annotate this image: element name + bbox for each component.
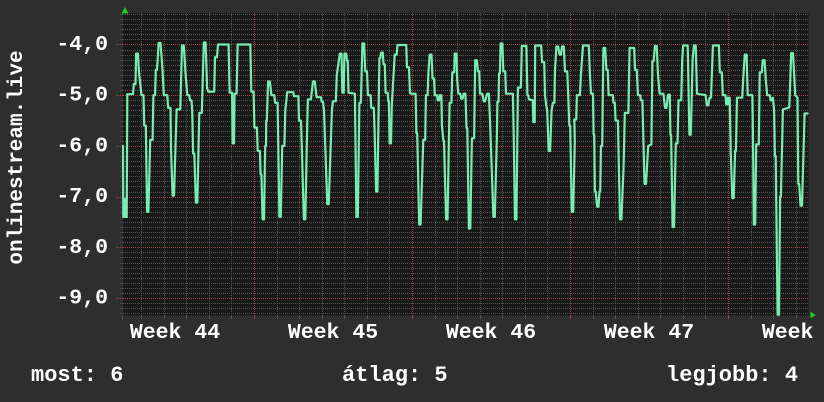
svg-text:most: 6: most: 6	[31, 363, 123, 388]
svg-text:Week 45: Week 45	[288, 321, 378, 345]
svg-text:Week 48: Week 48	[762, 321, 824, 345]
svg-text:onlinestream.live: onlinestream.live	[6, 50, 29, 264]
svg-text:-5,0: -5,0	[56, 84, 108, 108]
svg-text:-6,0: -6,0	[56, 134, 108, 158]
svg-text:-8,0: -8,0	[56, 236, 108, 260]
svg-text:-4,0: -4,0	[56, 33, 108, 57]
svg-text:átlag: 5: átlag: 5	[342, 363, 448, 388]
svg-text:legjobb: 4: legjobb: 4	[666, 363, 798, 388]
svg-text:Week 46: Week 46	[446, 321, 536, 345]
svg-text:Week 47: Week 47	[604, 321, 694, 345]
svg-text:-7,0: -7,0	[56, 185, 108, 209]
svg-text:Week 44: Week 44	[130, 321, 220, 345]
svg-text:-9,0: -9,0	[56, 287, 108, 311]
